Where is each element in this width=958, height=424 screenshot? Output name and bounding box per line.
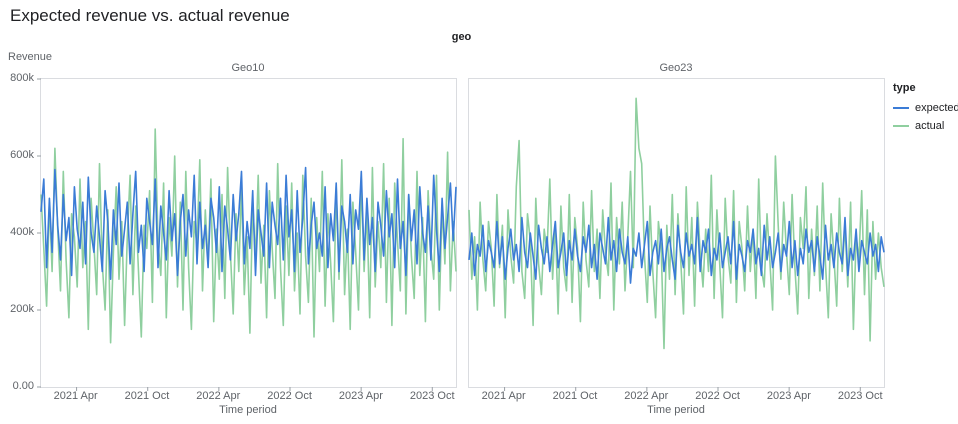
facet-title-geo23: Geo23	[659, 62, 693, 74]
x-tick-label: 2022 Apr	[624, 390, 669, 402]
x-axis-tick-labels-geo23: 2021 Apr 2021 Oct 2022 Apr 2022 Oct 2023 Apr…	[468, 390, 884, 403]
facet-panel-geo23	[468, 78, 885, 391]
y-tick-label: 200k	[10, 303, 34, 315]
legend: type expected actual	[893, 82, 958, 138]
legend-item-expected[interactable]: expected	[893, 102, 958, 114]
facet-field-label: geo	[451, 31, 472, 43]
x-tick-label: 2022 Oct	[695, 390, 740, 402]
x-tick-label: 2023 Oct	[837, 390, 883, 402]
facet-chart-geo23[interactable]	[468, 79, 885, 391]
legend-item-actual[interactable]: actual	[893, 120, 958, 132]
x-axis-tick-labels-geo10: 2021 Apr 2021 Oct 2022 Apr 2022 Oct 2023 Apr…	[40, 390, 456, 403]
y-axis-title: Revenue	[8, 51, 53, 63]
y-tick-label: 0.00	[12, 380, 34, 392]
expected-series-line	[40, 166, 457, 280]
facet-chart-geo10[interactable]	[37, 78, 457, 391]
actual-series-line	[40, 128, 457, 344]
x-tick-label: 2023 Apr	[766, 390, 811, 402]
x-tick-label: 2021 Apr	[481, 390, 526, 402]
chart-title: Expected revenue vs. actual revenue	[10, 6, 290, 25]
x-tick-label: 2022 Apr	[196, 390, 241, 402]
y-tick-label: 600k	[10, 149, 34, 161]
x-axis-title-geo10: Time period	[219, 404, 277, 416]
y-axis-tick-labels: 800k 600k 400k 200k 0.00	[0, 72, 34, 392]
facet-panel-geo10	[37, 78, 457, 391]
actual-series-line	[468, 97, 885, 350]
actual-line-swatch	[893, 125, 909, 127]
y-tick-label: 400k	[10, 226, 34, 238]
x-tick-label: 2021 Apr	[53, 390, 98, 402]
facet-title-geo10: Geo10	[231, 62, 265, 74]
expected-line-swatch	[893, 107, 909, 109]
x-tick-label: 2022 Oct	[267, 390, 312, 402]
expected-series-line	[468, 216, 885, 284]
x-tick-label: 2021 Oct	[124, 390, 170, 402]
legend-title: type	[893, 82, 916, 94]
x-tick-label: 2023 Apr	[338, 390, 383, 402]
legend-label-expected: expected	[915, 102, 958, 114]
legend-label-actual: actual	[915, 120, 945, 132]
y-tick-label: 800k	[10, 72, 34, 84]
x-axis-title-geo23: Time period	[647, 404, 705, 416]
x-tick-label: 2021 Oct	[552, 390, 598, 402]
x-tick-label: 2023 Oct	[409, 390, 455, 402]
